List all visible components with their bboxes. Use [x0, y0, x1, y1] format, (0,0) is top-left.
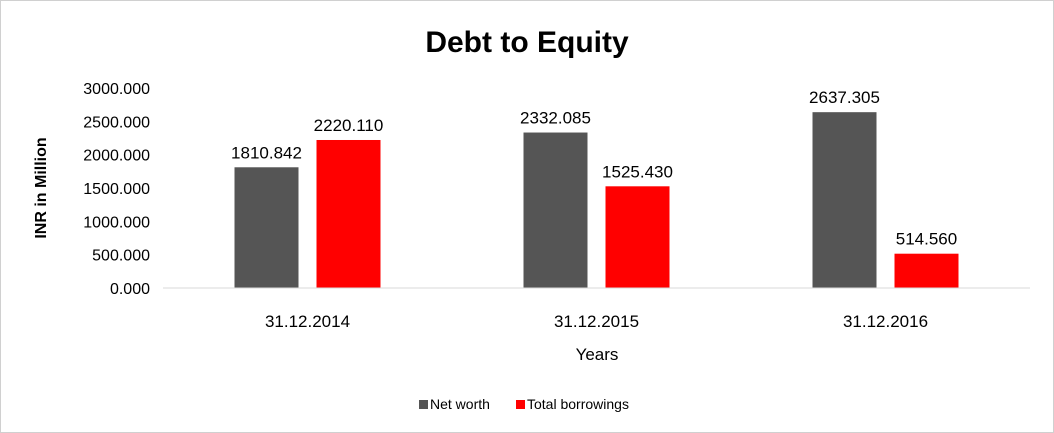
bar-networth: [523, 132, 588, 288]
x-category-label: 31.12.2015: [554, 312, 639, 331]
data-label: 1525.430: [602, 162, 673, 181]
data-label: 514.560: [896, 230, 957, 249]
data-label: 1810.842: [231, 143, 302, 162]
bar-networth: [234, 167, 299, 288]
chart-title: Debt to Equity: [425, 26, 629, 59]
legend-label-total-borrowings: Total borrowings: [527, 396, 629, 412]
y-axis-title: INR in Million: [33, 137, 50, 238]
y-tick-label: 3000.000: [83, 81, 150, 98]
y-axis-ticks: 0.000 500.000 1000.000 1500.000 2000.000 2500…: [83, 81, 150, 298]
bar-total-borrowings: [894, 253, 959, 288]
bar-total-borrowings: [605, 186, 670, 288]
x-category-label: 31.12.2016: [843, 312, 928, 331]
x-axis-categories: 31.12.2014 31.12.2015 31.12.2016: [265, 312, 928, 331]
data-labels: 1810.842 2220.110 2332.085 1525.430 2637.305…: [231, 88, 957, 249]
y-tick-label: 1500.000: [83, 181, 150, 198]
data-label: 2220.110: [314, 116, 384, 135]
legend-label-networth: Net worth: [430, 396, 490, 412]
legend-swatch-total-borrowings: [516, 400, 525, 409]
legend-swatch-networth: [419, 400, 428, 409]
legend: Net worth Total borrowings: [419, 396, 629, 412]
y-tick-label: 500.000: [92, 248, 150, 265]
data-label: 2332.085: [520, 109, 591, 128]
y-tick-label: 2000.000: [83, 148, 150, 165]
y-tick-label: 2500.000: [83, 114, 150, 131]
bar-total-borrowings: [316, 139, 381, 288]
data-label: 2637.305: [809, 88, 880, 107]
y-tick-label: 0.000: [110, 281, 150, 298]
bars: [234, 112, 959, 289]
bar-networth: [812, 112, 877, 289]
x-category-label: 31.12.2014: [265, 312, 350, 331]
x-axis-title: Years: [576, 345, 619, 364]
y-tick-label: 1000.000: [83, 214, 150, 231]
